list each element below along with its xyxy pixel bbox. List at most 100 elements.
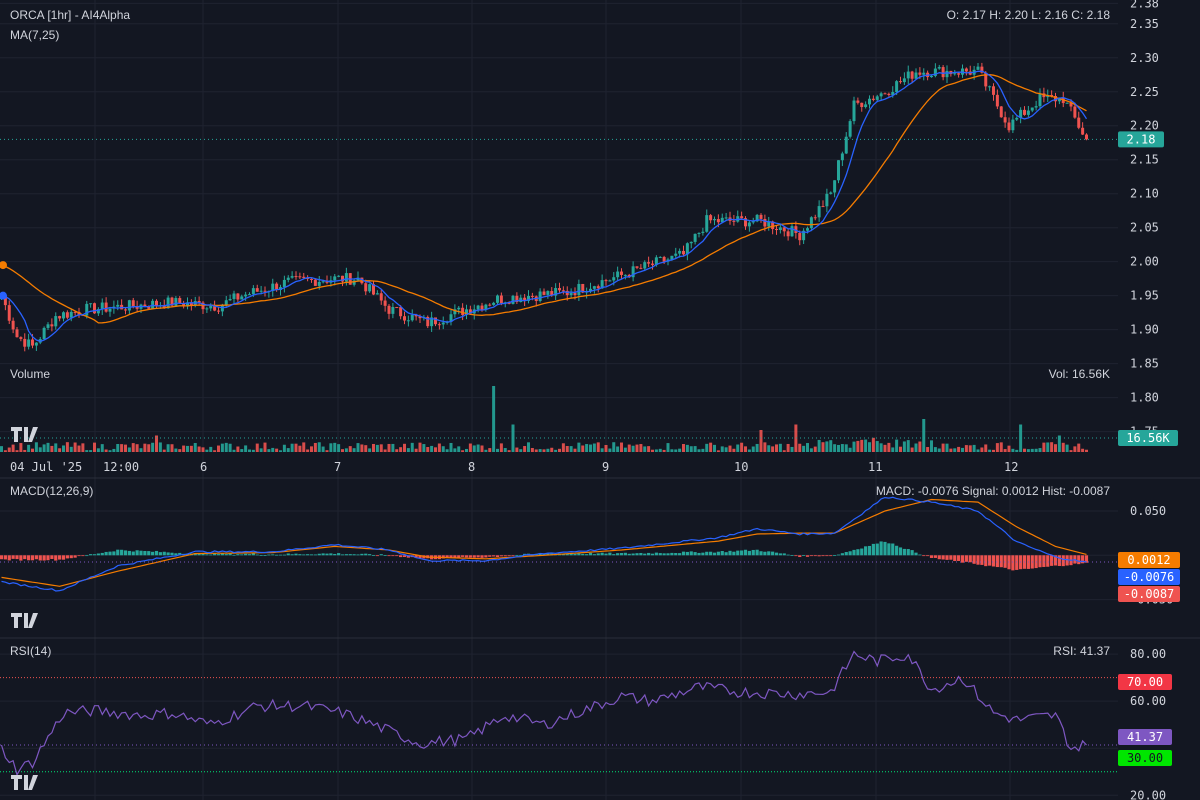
candle [868, 98, 871, 105]
candle [255, 288, 259, 292]
candle [848, 121, 852, 137]
macd-hist-bar [856, 549, 860, 556]
volume-bar [705, 443, 709, 452]
candle [294, 276, 298, 278]
candle [306, 277, 310, 279]
volume-readout: Vol: 16.56K [1048, 367, 1110, 381]
macd-hist-bar [220, 553, 224, 556]
volume-bar [96, 448, 100, 452]
macd-hist-bar [712, 552, 717, 556]
macd-hist-bar [639, 552, 643, 556]
candle [643, 262, 647, 269]
candle [523, 297, 527, 301]
macd-hist-bar [77, 555, 81, 557]
macd-hist-bar [577, 553, 581, 556]
candle [224, 300, 228, 306]
macd-hist-bar [844, 552, 848, 556]
macd-hist-bar [123, 550, 128, 556]
candle [333, 276, 337, 281]
volume-bar [193, 443, 197, 452]
candle [383, 300, 387, 306]
candle [96, 309, 100, 314]
macd-hist-bar [879, 541, 883, 556]
candle [209, 305, 213, 309]
macd-hist-bar [914, 552, 918, 556]
macd-hist-bar [926, 555, 930, 557]
macd-hist-bar [61, 555, 66, 560]
macd-hist-bar [519, 555, 523, 557]
macd-hist-bar [705, 551, 709, 556]
macd-hist-bar [492, 555, 496, 557]
candle [930, 75, 933, 78]
macd-hist-bar [302, 554, 306, 556]
macd-hist-bar [11, 555, 15, 559]
macd-hist-bar [836, 554, 841, 556]
candle [546, 291, 550, 295]
volume-bar [782, 450, 786, 452]
volume-bar [69, 446, 73, 452]
macd-hist-bar [759, 551, 763, 556]
candle [155, 300, 158, 306]
candle [809, 217, 813, 229]
candle [577, 283, 581, 296]
volume-bar [484, 449, 488, 452]
volume-bar [151, 442, 155, 452]
volume-bar [480, 445, 484, 452]
macd-hist-bar [988, 555, 992, 566]
candle [73, 311, 77, 313]
macd-hist-bar [166, 552, 170, 556]
volume-bar [453, 448, 457, 452]
macd-hist-bar [755, 549, 759, 556]
candle [565, 290, 569, 296]
macd-hist-tag: -0.0087 [1124, 587, 1175, 601]
volume-bar [472, 445, 476, 452]
candle [999, 106, 1003, 118]
volume-bar [112, 448, 116, 452]
price-axis-tick: 2.25 [1130, 85, 1159, 99]
macd-hist-bar [267, 554, 271, 556]
volume-bar [348, 446, 352, 452]
rsi-label: RSI(14) [10, 644, 52, 658]
candle [414, 314, 418, 317]
macd-hist-bar [1065, 555, 1069, 566]
volume-bar [697, 449, 701, 452]
volume-bar [790, 446, 794, 452]
macd-hist-bar [337, 553, 341, 556]
volume-bar [34, 442, 38, 452]
candle [693, 233, 697, 242]
macd-hist-bar [201, 553, 205, 556]
volume-bar [449, 442, 453, 452]
candle [829, 192, 833, 194]
candle [62, 312, 65, 319]
volume-bar [968, 445, 972, 452]
candle [434, 317, 437, 325]
time-axis-tick: 04 Jul '25 [10, 460, 82, 474]
volume-bar [980, 447, 984, 452]
macd-hist-bar [581, 553, 585, 556]
price-axis-tick: 1.90 [1130, 323, 1159, 337]
macd-hist-bar [922, 555, 926, 557]
volume-bar [294, 443, 298, 452]
macd-hist-bar [453, 555, 457, 558]
macd-hist-bar [604, 553, 608, 556]
time-axis-tick: 12:00 [103, 460, 139, 474]
candle [592, 286, 596, 289]
macd-hist-bar [360, 553, 364, 556]
volume-bar [558, 448, 561, 452]
candle [581, 283, 585, 293]
macd-hist-bar [96, 553, 100, 556]
candle [406, 320, 410, 322]
macd-hist-bar [654, 552, 658, 556]
candle [550, 291, 554, 296]
macd-hist-bar [379, 554, 383, 556]
volume-bar [46, 442, 50, 452]
volume-bar [899, 446, 902, 452]
candle [941, 67, 945, 78]
candle [42, 327, 46, 340]
volume-bar [379, 444, 383, 452]
macd-hist-bar [418, 555, 422, 559]
volume-bar [829, 440, 833, 452]
macd-hist-bar [468, 555, 472, 558]
macd-hist-bar [151, 551, 155, 556]
